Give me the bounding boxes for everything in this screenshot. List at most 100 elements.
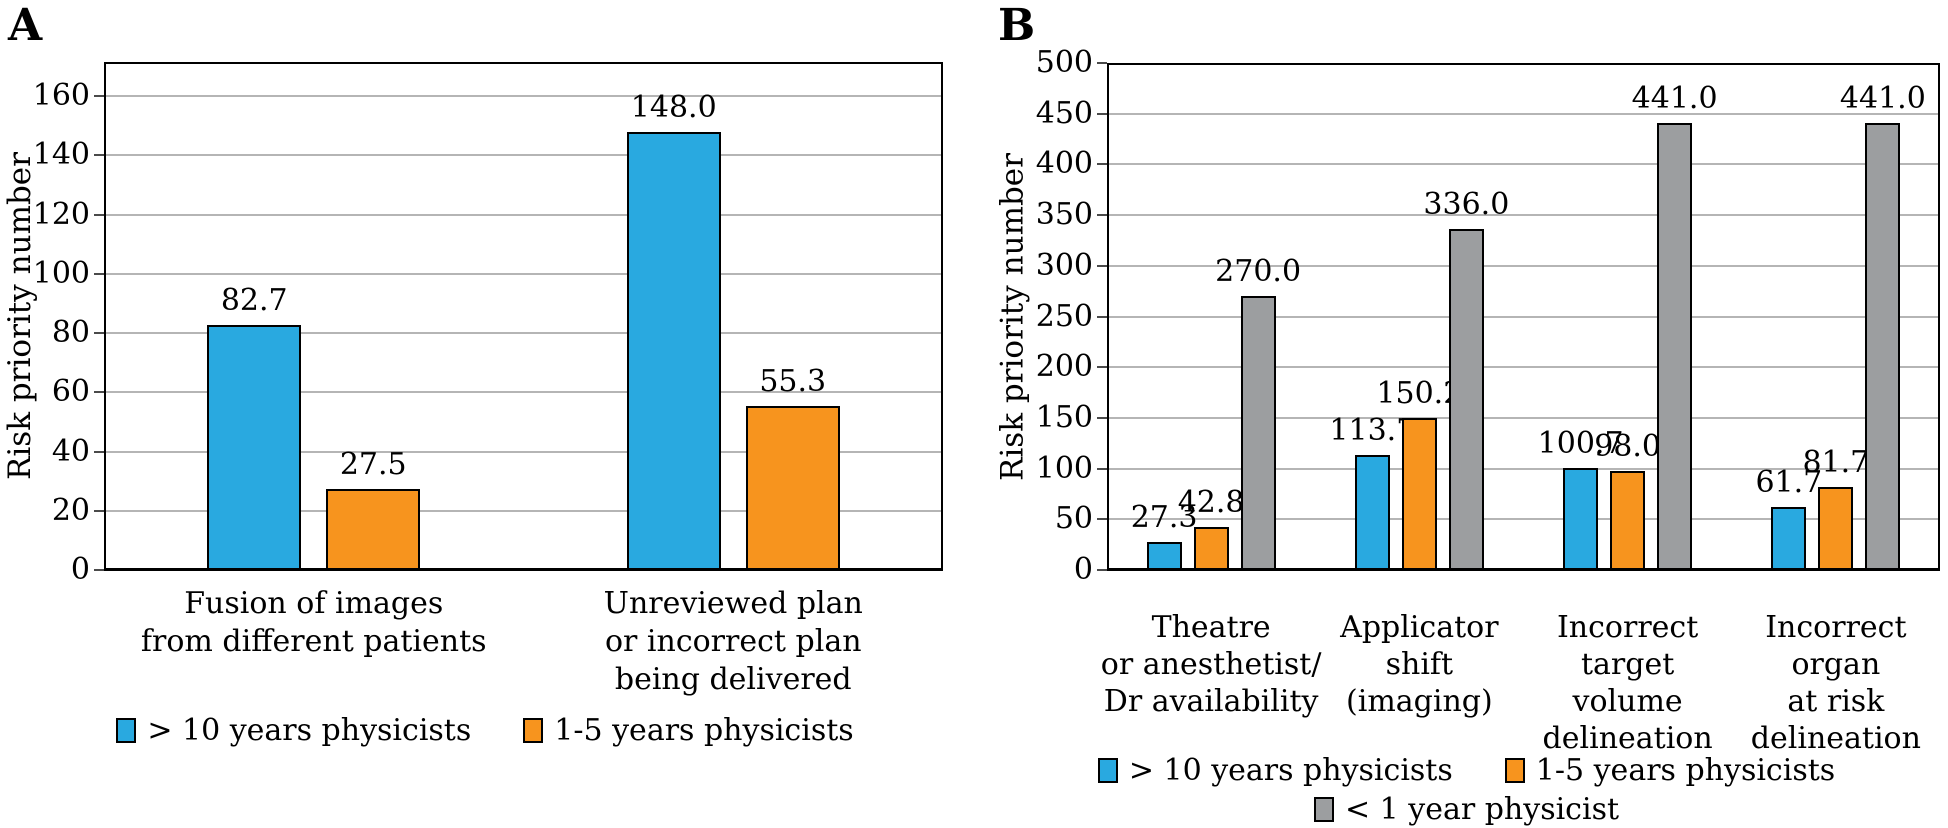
bar-value-label: 55.3 <box>759 364 827 400</box>
bar <box>1401 417 1437 570</box>
bar-value-label: 336.0 <box>1423 187 1510 223</box>
legend-row: < 1 year physicist <box>985 791 1948 828</box>
bar <box>1771 507 1807 570</box>
y-tick-label: 200 <box>1035 349 1093 385</box>
category-label-line: from different patients <box>140 624 487 659</box>
y-tick-label: 100 <box>32 255 90 291</box>
y-tick-mark <box>1097 112 1107 115</box>
gridline <box>104 213 943 216</box>
legend-item: > 10 years physicists <box>116 712 471 749</box>
gridline <box>1107 467 1940 470</box>
bar <box>1146 542 1182 570</box>
category-label-line: Incorrect <box>1765 610 1907 645</box>
category-label-line: at risk <box>1787 684 1885 719</box>
bar-value-label: 82.7 <box>220 283 288 319</box>
y-tick-label: 400 <box>1035 146 1093 182</box>
gridline <box>1107 366 1940 369</box>
legend-swatch <box>1313 797 1334 822</box>
y-tick-mark <box>1097 467 1107 470</box>
bar <box>326 488 421 570</box>
bar-value-label: 42.8 <box>1177 484 1245 520</box>
panel-b-label: B <box>998 0 1036 51</box>
y-tick-mark <box>1097 315 1107 318</box>
y-tick-mark <box>1097 366 1107 369</box>
y-tick-mark <box>94 272 104 275</box>
bar-value-label: 270.0 <box>1215 254 1302 290</box>
gridline <box>104 332 943 335</box>
category-label-line: Dr availability <box>1103 684 1319 719</box>
bar-value-label: 61.7 <box>1755 465 1823 501</box>
bar <box>1563 467 1599 570</box>
category-label-line: volume <box>1572 684 1683 719</box>
y-tick-label: 0 <box>70 552 90 587</box>
gridline <box>1107 518 1940 521</box>
category-label: Applicator shift (imaging) <box>1294 609 1544 720</box>
gridline <box>104 509 943 512</box>
y-tick-mark <box>1097 62 1107 64</box>
category-label-line: Theatre <box>1151 610 1271 645</box>
y-tick-mark <box>1097 569 1107 571</box>
y-tick-label: 250 <box>1035 298 1093 334</box>
category-label-line: Fusion of images <box>184 586 444 621</box>
legend-swatch <box>523 718 544 743</box>
bar <box>1354 454 1390 570</box>
bar <box>1240 296 1276 570</box>
bar-value-label: 113.7 <box>1329 412 1416 448</box>
bar-value-label: 100.7 <box>1537 425 1624 461</box>
category-label: Unreviewed plan or incorrect plan being de… <box>533 585 933 699</box>
category-label-line: delineation <box>1542 721 1713 756</box>
gridline <box>104 272 943 275</box>
legend-item: < 1 year physicist <box>1313 791 1619 828</box>
legend-label: > 10 years physicists <box>147 713 472 748</box>
legend-item: > 10 years physicists <box>1097 752 1453 789</box>
legend-swatch <box>1097 758 1118 783</box>
bar-value-label: 441.0 <box>1631 80 1718 116</box>
y-tick-label: 120 <box>32 196 90 232</box>
category-label-line: Applicator <box>1340 610 1499 645</box>
bar-value-label: 27.5 <box>339 446 407 482</box>
y-tick-label: 350 <box>1035 197 1093 233</box>
bar-value-label: 441.0 <box>1839 80 1926 116</box>
category-label: Theatre or anesthetist/Dr availability <box>1086 609 1336 720</box>
gridline <box>1107 416 1940 419</box>
category-label-line: being delivered <box>614 662 852 697</box>
y-tick-label: 500 <box>1035 45 1093 80</box>
legend-swatch <box>1504 758 1525 783</box>
y-tick-label: 150 <box>1035 399 1093 435</box>
bar <box>1193 526 1229 570</box>
legend-label: 1-5 years physicists <box>554 713 854 748</box>
category-label-line: delineation <box>1750 721 1921 756</box>
category-label: Incorrect organ at risk delineation <box>1711 609 1948 757</box>
y-tick-label: 100 <box>1035 450 1093 486</box>
y-tick-mark <box>1097 416 1107 419</box>
gridline <box>1107 214 1940 217</box>
bar <box>207 325 302 570</box>
bar <box>1610 470 1646 570</box>
y-tick-mark <box>94 95 104 98</box>
gridline <box>1107 315 1940 318</box>
y-tick-label: 20 <box>51 492 90 528</box>
category-label: Fusion of images from different patients <box>114 585 514 661</box>
category-label-line: Incorrect <box>1556 610 1699 645</box>
y-tick-label: 50 <box>1054 501 1093 537</box>
y-tick-mark <box>94 509 104 512</box>
bar <box>1448 229 1484 570</box>
x-axis-line <box>104 568 943 571</box>
category-label-line: shift <box>1385 647 1454 682</box>
category-label-line: organ <box>1791 647 1881 682</box>
category-label-line: target <box>1580 647 1675 682</box>
y-tick-mark <box>94 332 104 335</box>
gridline <box>104 450 943 453</box>
y-tick-label: 300 <box>1035 247 1093 283</box>
y-tick-mark <box>1097 163 1107 166</box>
bar <box>1657 122 1693 570</box>
gridline <box>1107 163 1940 166</box>
category-label-line: or anesthetist/ <box>1100 647 1322 682</box>
bar <box>1818 487 1854 570</box>
bar-value-label: 150.2 <box>1376 375 1463 411</box>
gridline <box>1107 112 1940 115</box>
legend-item: 1-5 years physicists <box>523 712 854 749</box>
gridline <box>1107 264 1940 267</box>
y-tick-mark <box>94 154 104 157</box>
